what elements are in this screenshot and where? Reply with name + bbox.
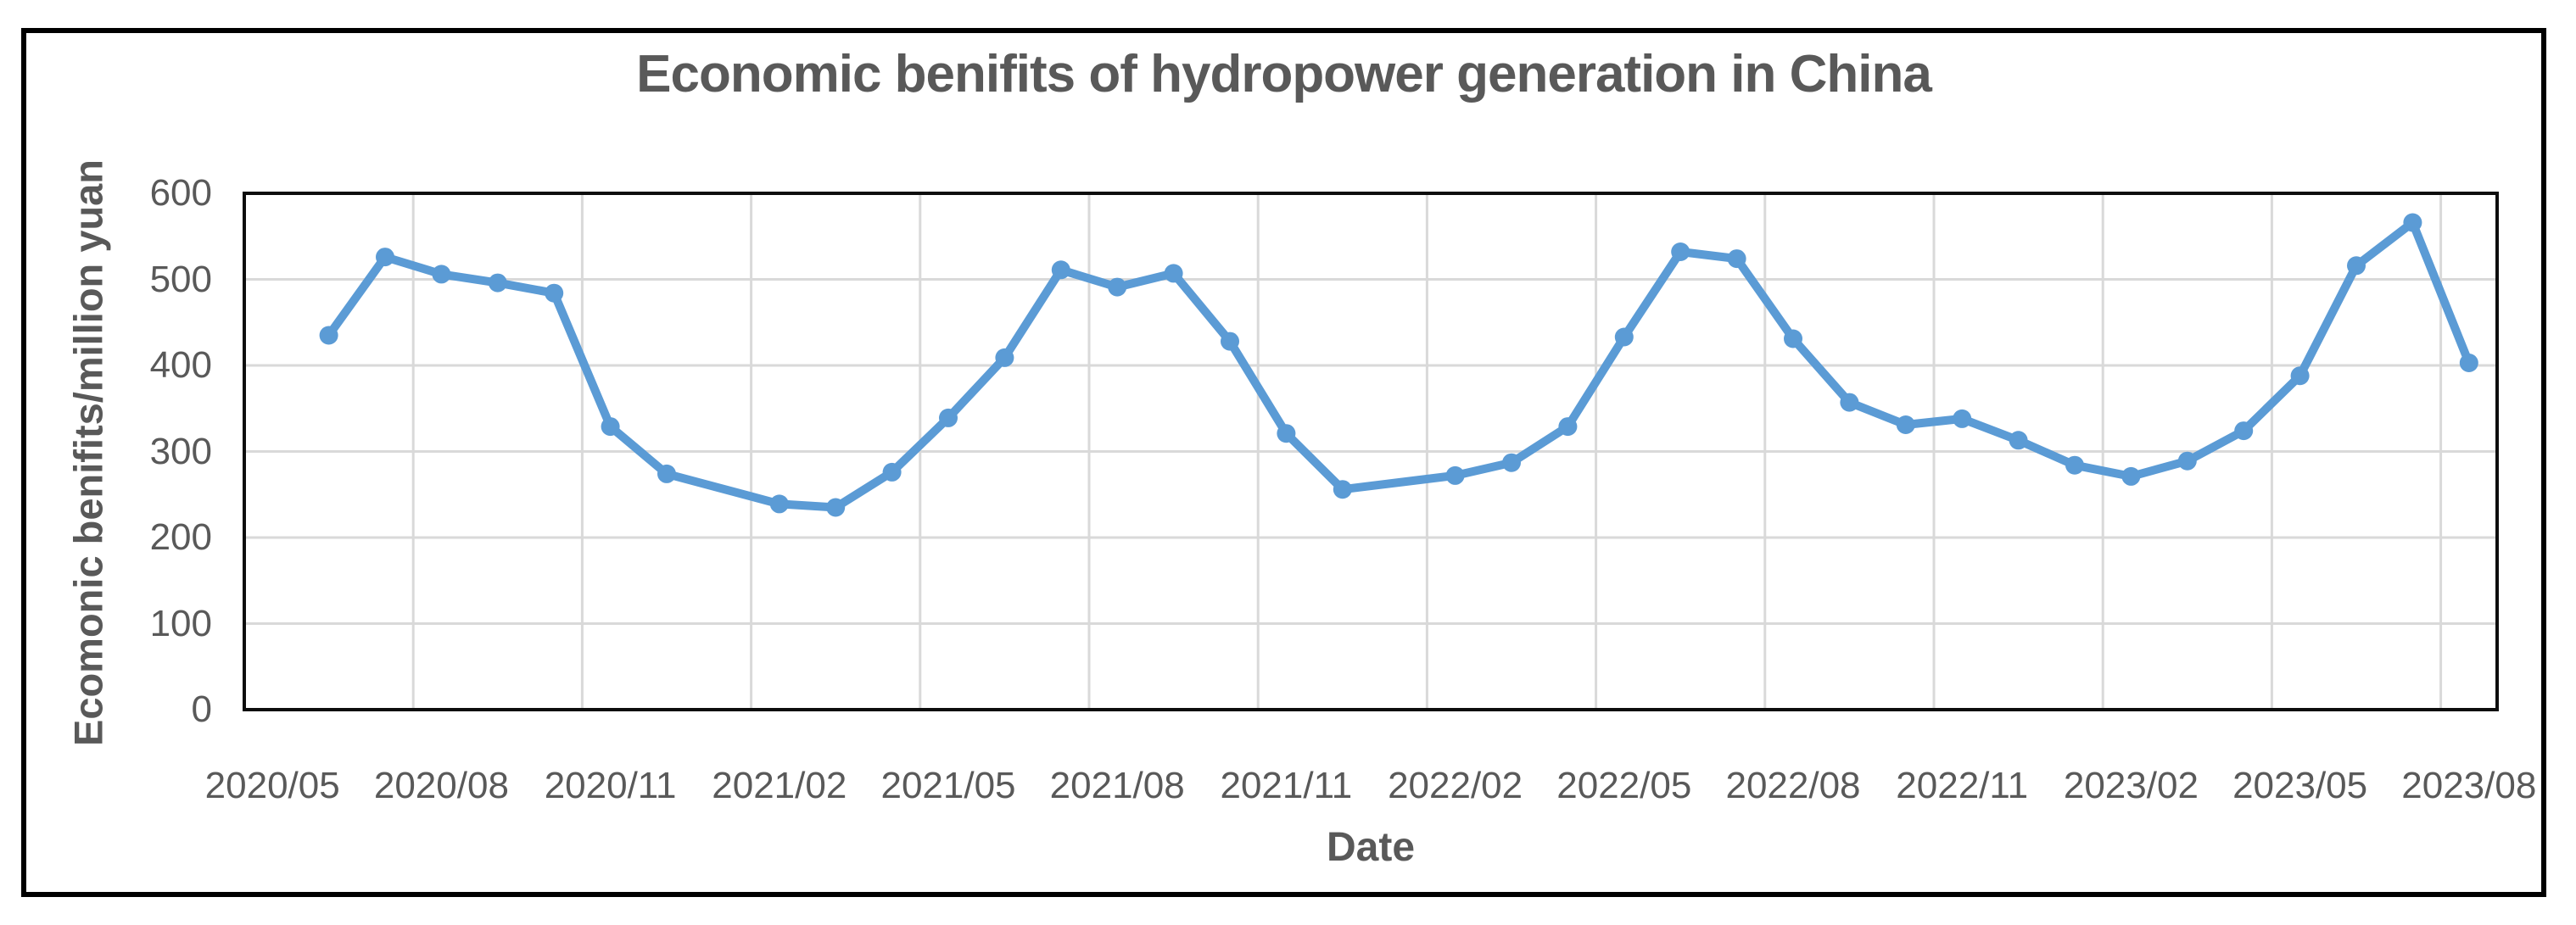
y-tick-label: 400 <box>149 344 212 386</box>
data-point-marker <box>2065 455 2084 475</box>
data-point-marker <box>2121 466 2141 486</box>
data-point-marker <box>601 417 620 437</box>
x-tick-label: 2022/11 <box>1896 765 2029 806</box>
data-point-marker <box>1164 264 1183 283</box>
data-point-marker <box>1896 415 1915 434</box>
data-point-marker <box>769 494 789 514</box>
data-point-marker <box>376 248 394 267</box>
data-point-marker <box>882 462 902 482</box>
x-tick-label: 2022/08 <box>1725 765 1861 806</box>
data-point-marker <box>1445 465 1465 485</box>
data-point-marker <box>826 498 846 517</box>
data-point-marker <box>2403 213 2422 232</box>
x-tick-label: 2021/05 <box>880 765 1016 806</box>
data-point-marker <box>1840 393 1859 412</box>
data-point-marker <box>1784 329 1802 348</box>
data-point-marker <box>2177 451 2197 471</box>
data-point-marker <box>1277 424 1296 443</box>
data-point-marker <box>1671 242 1690 261</box>
x-tick-label: 2023/08 <box>2401 765 2537 806</box>
data-point-marker <box>1051 260 1070 280</box>
data-point-marker <box>488 273 507 293</box>
x-tick-label: 2020/11 <box>544 765 677 806</box>
data-point-marker <box>319 326 338 345</box>
x-tick-label: 2022/05 <box>1556 765 1692 806</box>
data-point-marker <box>1108 277 1127 297</box>
x-tick-label: 2023/05 <box>2232 765 2368 806</box>
y-tick-label: 0 <box>191 688 212 730</box>
chart-frame-border <box>21 28 2546 897</box>
data-point-marker <box>1502 453 1521 472</box>
plot-border <box>243 192 2499 711</box>
x-tick-label: 2022/02 <box>1388 765 1523 806</box>
data-point-marker <box>2009 431 2028 450</box>
data-point-marker <box>2290 366 2310 386</box>
x-axis-title: Date <box>1326 825 1416 870</box>
data-point-marker <box>995 348 1014 367</box>
data-point-marker <box>1221 332 1239 351</box>
x-tick-label: 2021/08 <box>1049 765 1185 806</box>
x-tick-label: 2021/11 <box>1220 765 1353 806</box>
data-point-marker <box>2347 256 2366 276</box>
data-point-marker <box>2459 354 2478 372</box>
data-point-marker <box>939 408 958 427</box>
x-tick-label: 2020/08 <box>373 765 509 806</box>
data-point-marker <box>1333 480 1352 499</box>
data-point-marker <box>545 283 564 303</box>
chart-title: Economic benifits of hydropower generati… <box>636 45 1932 103</box>
y-tick-label: 100 <box>149 602 212 644</box>
data-point-marker <box>432 265 451 284</box>
data-point-marker <box>1614 327 1634 347</box>
data-point-marker <box>2234 421 2254 441</box>
data-point-marker <box>657 464 676 483</box>
data-point-marker <box>1558 417 1578 437</box>
x-tick-label: 2020/05 <box>204 765 340 806</box>
y-tick-label: 300 <box>149 430 212 472</box>
y-tick-label: 600 <box>149 172 212 214</box>
data-point-marker <box>1953 409 1972 428</box>
data-point-marker <box>1727 249 1746 269</box>
y-tick-label: 500 <box>149 258 212 300</box>
x-tick-label: 2021/02 <box>712 765 847 806</box>
x-tick-label: 2023/02 <box>2063 765 2199 806</box>
y-tick-label: 200 <box>149 516 212 558</box>
